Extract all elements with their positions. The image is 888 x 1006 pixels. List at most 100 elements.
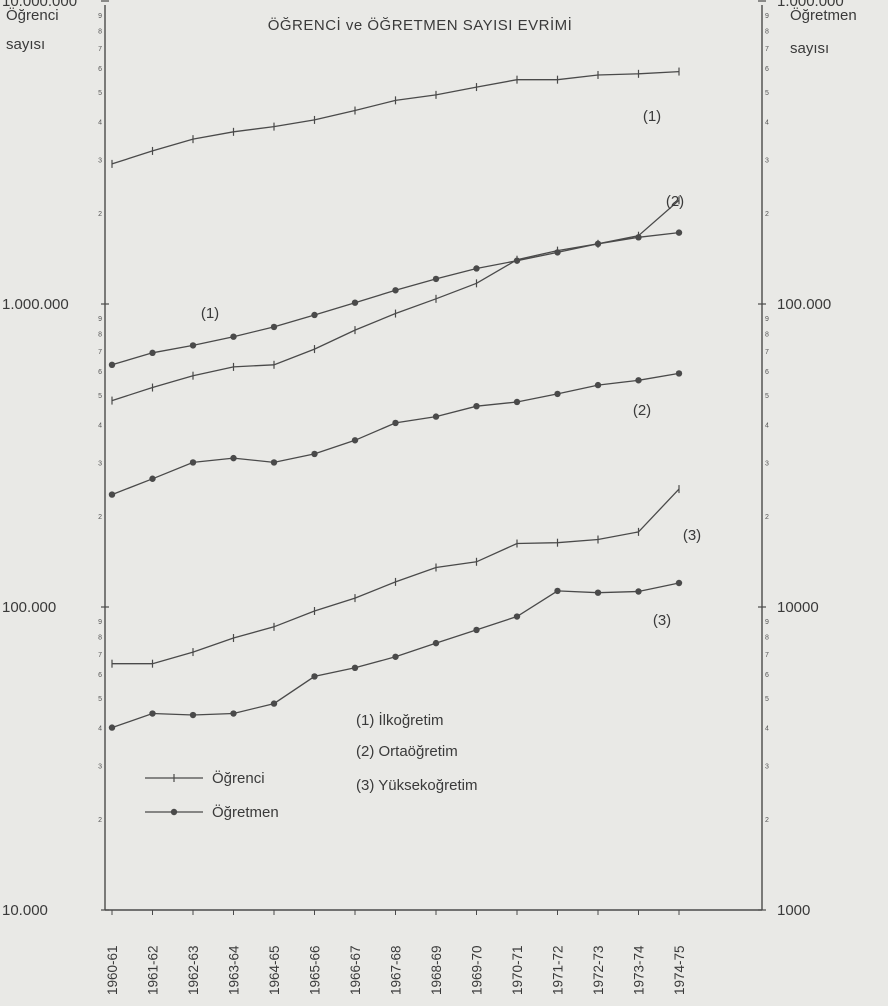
series-3-point-14 — [675, 370, 683, 377]
y-left-minor-0-7: 7 — [98, 652, 102, 659]
y-left-minor-2-2: 2 — [98, 211, 102, 218]
series-1-point-2 — [189, 342, 197, 349]
series-5-point-9 — [473, 626, 480, 634]
y-right-minor-0-9: 9 — [765, 619, 769, 626]
y-left-minor-1-4: 4 — [98, 423, 102, 430]
y-left-minor-1-8: 8 — [98, 331, 102, 338]
series-1-point-14 — [675, 229, 683, 236]
y-right-minor-1-8: 8 — [765, 331, 769, 338]
y-right-minor-2-4: 4 — [765, 120, 769, 127]
series-5-point-10 — [513, 613, 521, 620]
y-left-minor-1-7: 7 — [98, 349, 102, 356]
chart-title: ÖĞRENCİ ve ÖĞRETMEN SAYISI EVRİMİ — [268, 16, 573, 34]
x-tick-label-4: 1964-65 — [267, 945, 282, 995]
x-tick-label-8: 1968-69 — [429, 945, 444, 995]
y-right-minor-2-5: 5 — [765, 90, 769, 97]
x-tick-label-10: 1970-71 — [510, 945, 525, 995]
series-1-point-4 — [270, 323, 278, 331]
series-3-point-13 — [635, 377, 642, 384]
x-tick-label-14: 1974-75 — [672, 945, 687, 995]
series-1-point-7 — [392, 287, 399, 294]
series-line-2 — [111, 199, 680, 402]
y-right-minor-1-6: 6 — [765, 369, 769, 376]
series-1-point-6 — [351, 299, 359, 306]
y-left-minor-2-6: 6 — [98, 66, 102, 73]
series-label-5: (3) — [653, 612, 671, 629]
series-3-point-3 — [230, 454, 237, 462]
y-left-tick-label-2: 1.000.000 — [2, 296, 69, 313]
note-2: (3) Yüksekoğretim — [356, 777, 477, 794]
series-label-4: (3) — [683, 527, 701, 544]
series-3-point-6 — [351, 437, 359, 444]
series-5-point-4 — [270, 700, 278, 707]
series-label-1: (1) — [201, 305, 219, 322]
y-left-minor-1-3: 3 — [98, 460, 102, 467]
series-5-point-12 — [594, 589, 602, 596]
y-left-label-2: sayısı — [6, 36, 45, 53]
y-right-label-2: sayısı — [790, 40, 829, 57]
y-right-minor-1-5: 5 — [765, 393, 769, 400]
series-5-point-13 — [635, 588, 642, 595]
y-right-minor-2-9: 9 — [765, 13, 769, 20]
y-left-tick-label-0: 10.000 — [2, 902, 48, 919]
series-line-3 — [111, 372, 680, 496]
y-left-minor-2-3: 3 — [98, 157, 102, 164]
series-5-point-2 — [189, 711, 197, 719]
series-line-4 — [112, 488, 680, 665]
y-right-minor-2-2: 2 — [765, 211, 769, 218]
y-left-minor-1-6: 6 — [98, 369, 102, 376]
y-left-minor-0-5: 5 — [98, 696, 102, 703]
series-3-point-4 — [270, 459, 278, 466]
y-left-minor-0-4: 4 — [98, 726, 102, 733]
y-right-minor-2-6: 6 — [765, 66, 769, 73]
note-1: (2) Ortaöğretim — [356, 743, 458, 760]
series-1-point-8 — [432, 275, 440, 283]
y-right-minor-2-7: 7 — [765, 46, 769, 53]
y-right-minor-1-4: 4 — [765, 423, 769, 430]
series-5-point-6 — [351, 664, 359, 671]
series-5-point-14 — [675, 579, 683, 587]
y-right-tick-label-3: 1.000.000 — [777, 0, 844, 10]
x-tick-label-2: 1962-63 — [186, 945, 201, 995]
y-left-tick-label-1: 100.000 — [2, 599, 56, 616]
x-tick-label-9: 1969-70 — [470, 945, 485, 995]
series-label-2: (2) — [666, 193, 684, 210]
series-3-point-10 — [513, 398, 521, 406]
note-0: (1) İlkoğretim — [356, 711, 444, 729]
y-right-minor-2-3: 3 — [765, 157, 769, 164]
series-3-point-7 — [392, 419, 399, 427]
y-left-minor-0-9: 9 — [98, 619, 102, 626]
series-3-point-9 — [473, 402, 480, 410]
y-left-minor-0-2: 2 — [98, 817, 102, 824]
series-5-point-7 — [392, 653, 399, 660]
series-5-point-8 — [432, 639, 440, 647]
series-label-0: (1) — [643, 108, 661, 125]
x-tick-label-13: 1973-74 — [632, 945, 647, 995]
y-left-minor-0-3: 3 — [98, 763, 102, 770]
series-3-point-12 — [594, 381, 602, 389]
series-1-point-5 — [311, 311, 318, 319]
y-right-minor-1-2: 2 — [765, 514, 769, 521]
series-3-point-2 — [189, 459, 197, 466]
series-5-point-0 — [108, 724, 116, 731]
y-left-minor-0-6: 6 — [98, 672, 102, 679]
y-left-minor-2-7: 7 — [98, 46, 102, 53]
series-1-point-0 — [108, 361, 116, 368]
legend-marker-1 — [170, 808, 178, 816]
series-3-point-11 — [554, 390, 561, 398]
x-tick-label-6: 1966-67 — [348, 945, 363, 995]
x-tick-label-7: 1967-68 — [389, 945, 404, 995]
y-right-tick-label-1: 10000 — [777, 599, 819, 616]
y-right-minor-0-2: 2 — [765, 817, 769, 824]
y-left-tick-label-3: 10.000.000 — [2, 0, 77, 10]
y-right-minor-1-3: 3 — [765, 460, 769, 467]
x-tick-label-1: 1961-62 — [146, 945, 161, 995]
y-left-minor-2-4: 4 — [98, 120, 102, 127]
series-1-point-1 — [149, 349, 156, 357]
series-1-point-3 — [230, 333, 237, 340]
series-5-point-5 — [311, 673, 318, 680]
series-1-point-9 — [473, 265, 480, 272]
y-left-minor-2-8: 8 — [98, 28, 102, 35]
